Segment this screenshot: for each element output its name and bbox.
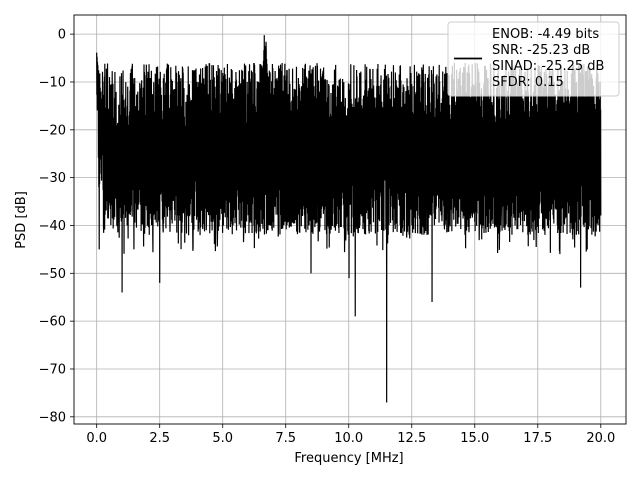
- x-tick-label: 2.5: [149, 431, 170, 446]
- legend-line-sinad: SINAD: -25.25 dB: [492, 59, 604, 74]
- y-tick-label: −70: [39, 362, 66, 377]
- legend-box: [447, 21, 620, 97]
- psd-series-line: [96, 35, 602, 403]
- y-tick-label: −60: [39, 315, 66, 330]
- x-tick-label: 12.5: [397, 431, 426, 446]
- plot-frame: [73, 14, 627, 425]
- x-tick-label: 20.0: [586, 431, 615, 446]
- y-tick-label: −40: [39, 219, 66, 234]
- x-tick-label: 15.0: [460, 431, 489, 446]
- legend-line-snr: SNR: -25.23 dB: [492, 43, 590, 58]
- x-axis-label: Frequency [MHz]: [294, 451, 403, 466]
- y-tick-label: −20: [39, 123, 66, 138]
- legend-line-sfdr: SFDR: 0.15: [492, 75, 564, 90]
- y-tick-label: −30: [39, 171, 66, 186]
- y-tick-label: −10: [39, 75, 66, 90]
- y-tick-label: −50: [39, 267, 66, 282]
- x-tick-label: 7.5: [275, 431, 296, 446]
- plot-area: [96, 35, 602, 403]
- x-axis-ticks: 0.0 2.5 5.0 7.5 10.0 12.5 15.0 17.5 20.0: [86, 424, 615, 446]
- legend: ENOB: -4.49 bits SNR: -25.23 dB SINAD: -…: [447, 21, 620, 97]
- y-axis-ticks: 0 −10 −20 −30 −40 −50 −60 −70 −80: [39, 28, 74, 425]
- x-tick-label: 0.0: [86, 431, 107, 446]
- legend-line-enob: ENOB: -4.49 bits: [492, 27, 599, 42]
- y-tick-label: −80: [39, 410, 66, 425]
- y-tick-label: 0: [58, 28, 66, 43]
- y-axis-label: PSD [dB]: [14, 191, 29, 249]
- x-tick-label: 17.5: [523, 431, 552, 446]
- x-tick-label: 5.0: [212, 431, 233, 446]
- x-tick-label: 10.0: [334, 431, 363, 446]
